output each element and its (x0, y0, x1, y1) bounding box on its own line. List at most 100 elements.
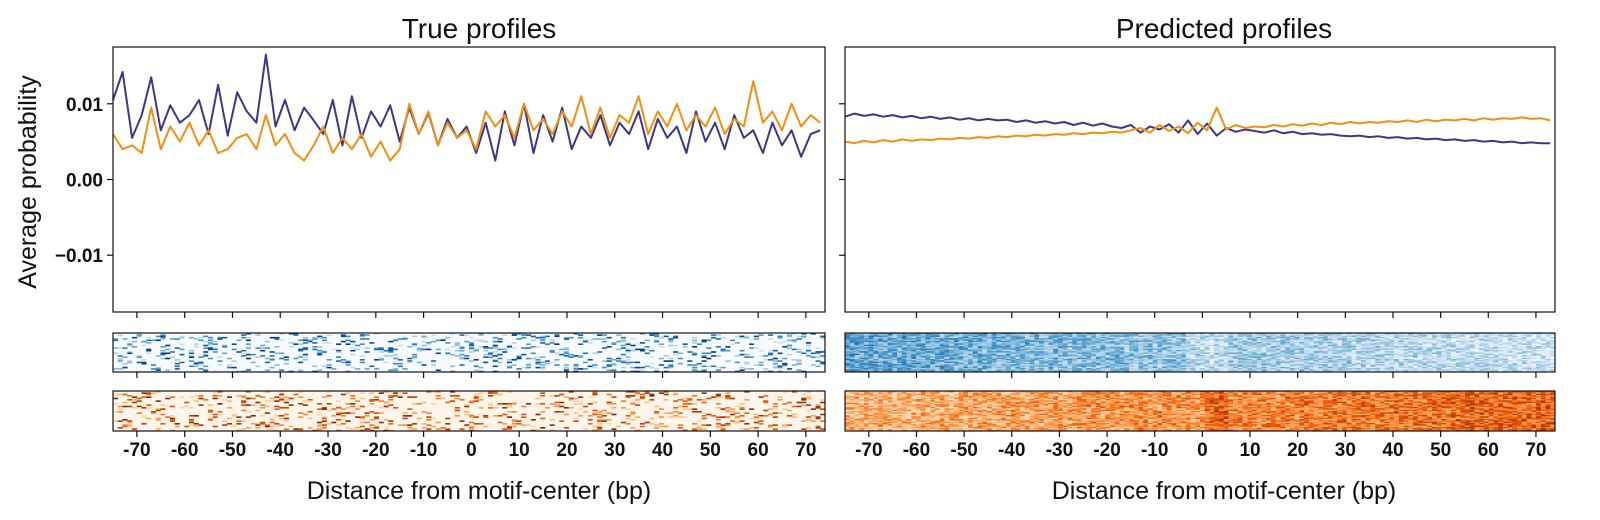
right-top-heatmap-cell (1143, 357, 1149, 360)
right-top-heatmap-cell (991, 351, 997, 353)
right-top-heatmap-cell (1507, 353, 1513, 356)
left-top-heatmap-cell (540, 342, 546, 344)
left-top-heatmap-cell (393, 348, 399, 351)
right-top-heatmap-cell (859, 360, 865, 362)
right-top-heatmap-cell (1436, 344, 1442, 347)
left-bottom-heatmap-cell (806, 391, 812, 393)
right-top-heatmap-cell (1048, 359, 1054, 361)
right-top-heatmap-cell (1086, 346, 1092, 348)
right-top-heatmap-cell (1342, 342, 1348, 344)
right-top-heatmap-cell (1460, 343, 1466, 345)
right-top-heatmap-cell (1299, 357, 1305, 360)
left-bottom-heatmap-cell (559, 411, 565, 413)
right-top-heatmap-cell (1342, 335, 1348, 338)
right-top-heatmap-cell (1185, 352, 1191, 355)
right-top-heatmap-cell (1398, 343, 1404, 345)
left-top-heatmap-cell (117, 360, 123, 362)
right-top-heatmap-cell (996, 339, 1002, 342)
left-top-heatmap-cell (236, 351, 242, 353)
right-top-heatmap-cell (859, 338, 865, 340)
left-bottom-heatmap-cell (193, 415, 199, 417)
right-top-heatmap-cell (1422, 353, 1428, 356)
left-bottom-heatmap-cell (369, 419, 375, 421)
right-top-heatmap-cell (958, 335, 964, 338)
right-top-heatmap-cell (1233, 335, 1239, 338)
right-top-heatmap-cell (958, 351, 964, 353)
right-top-heatmap-cell (897, 336, 903, 339)
right-top-heatmap-cell (882, 338, 888, 340)
right-top-heatmap-cell (1313, 359, 1319, 361)
right-top-heatmap-cell (1119, 357, 1125, 360)
right-top-heatmap-cell (925, 340, 931, 343)
left-top-heatmap-cell (563, 355, 569, 357)
left-top-heatmap-cell (601, 360, 607, 362)
right-top-heatmap-cell (1261, 343, 1267, 345)
left-top-heatmap-cell (155, 339, 161, 342)
right-top-heatmap-cell (1001, 360, 1007, 362)
right-top-heatmap-cell (1181, 355, 1187, 357)
right-top-heatmap-cell (906, 348, 912, 351)
right-top-heatmap-cell (1313, 355, 1319, 357)
left-bottom-heatmap-cell (184, 425, 190, 428)
left-top-heatmap-cell (393, 369, 399, 371)
right-top-heatmap-cell (901, 344, 907, 347)
left-top-heatmap-cell (302, 353, 308, 356)
left-bottom-heatmap-cell (763, 400, 769, 402)
right-top-heatmap-cell (1166, 336, 1172, 339)
left-top-heatmap-cell (312, 365, 318, 368)
right-top-heatmap-cell (1105, 333, 1111, 335)
right-top-heatmap-cell (930, 340, 936, 343)
left-bottom-heatmap-cell (663, 425, 669, 428)
right-top-heatmap-cell (1275, 335, 1281, 338)
right-top-heatmap-cell (1176, 359, 1182, 361)
right-top-heatmap-cell (1195, 357, 1201, 360)
left-bottom-heatmap-cell (734, 412, 740, 414)
right-top-heatmap-cell (968, 339, 974, 342)
right-top-heatmap-cell (1010, 353, 1016, 356)
right-top-heatmap-cell (1020, 346, 1026, 348)
right-top-heatmap-cell (1209, 333, 1215, 335)
right-top-heatmap-cell (1323, 344, 1329, 347)
right-top-heatmap-cell (953, 336, 959, 339)
left-top-heatmap-cell (535, 359, 541, 361)
right-top-heatmap-cell (1062, 360, 1068, 362)
right-top-heatmap-cell (1095, 353, 1101, 356)
left-top-heatmap-cell (516, 333, 522, 335)
right-top-heatmap-cell (1081, 342, 1087, 344)
left-bottom-heatmap-cell (402, 415, 408, 417)
right-top-heatmap-cell (1531, 338, 1537, 340)
left-top-heatmap-cell (127, 343, 133, 345)
right-top-heatmap-cell (1389, 336, 1395, 339)
right-top-heatmap-cell (968, 346, 974, 348)
right-top-heatmap-cell (1299, 347, 1305, 349)
left-bottom-heatmap-cell (155, 400, 161, 402)
right-top-heatmap-cell (1024, 353, 1030, 356)
left-bottom-heatmap-cell (658, 392, 664, 394)
right-top-heatmap-cell (1441, 347, 1447, 349)
left-top-heatmap-cell (787, 368, 793, 370)
right-top-heatmap-cell (878, 352, 884, 355)
right-top-heatmap-cell (1166, 355, 1172, 357)
right-top-heatmap-cell (1067, 355, 1073, 357)
right-top-heatmap-cell (1318, 349, 1324, 352)
right-top-heatmap-cell (1228, 357, 1234, 360)
left-top-heatmap-cell (146, 339, 152, 342)
right-top-heatmap-cell (1417, 338, 1423, 340)
right-top-heatmap-cell (1422, 349, 1428, 352)
right-top-heatmap-cell (1214, 333, 1220, 335)
right-top-heatmap-cell (1517, 347, 1523, 349)
right-top-heatmap-cell (1081, 349, 1087, 352)
right-top-heatmap-cell (1228, 338, 1234, 340)
right-top-heatmap-cell (897, 343, 903, 345)
right-top-heatmap-cell (1540, 355, 1546, 357)
right-top-heatmap-cell (1058, 344, 1064, 347)
left-top-heatmap-cell (255, 334, 261, 336)
right-top-heatmap-cell (1413, 359, 1419, 361)
left-top-heatmap-cell (815, 365, 821, 368)
right-top-heatmap-cell (1488, 335, 1494, 338)
left-top-heatmap-cell (255, 347, 261, 349)
right-top-heatmap-cell (878, 344, 884, 347)
left-top-heatmap-cell (336, 343, 342, 345)
left-bottom-heatmap-cell (260, 421, 266, 424)
left-top-heatmap-cell (535, 336, 541, 339)
